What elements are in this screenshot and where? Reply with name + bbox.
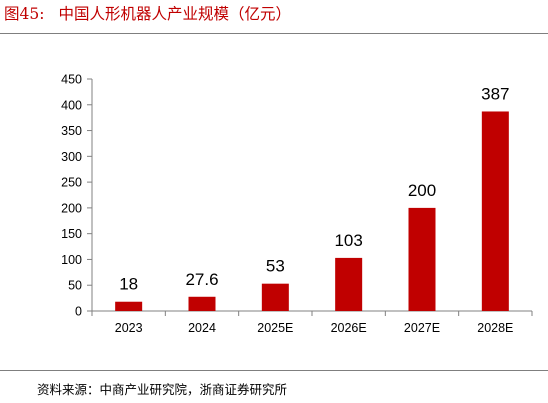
bar-2025E (261, 283, 289, 311)
figure-title-text: 中国人形机器人产业规模（亿元） (58, 5, 291, 23)
title-divider (0, 33, 548, 34)
y-tick-label: 100 (61, 253, 82, 267)
x-tick-label: 2025E (257, 321, 293, 335)
y-tick-label: 350 (61, 124, 82, 138)
data-label-2025E: 53 (266, 257, 285, 276)
data-label-2024: 27.6 (185, 270, 218, 289)
x-tick-label: 2023 (115, 321, 143, 335)
source-note: 资料来源：中商产业研究院，浙商证券研究所 (37, 382, 288, 397)
y-axis: 0 50 100 150 200 250 300 350 400 450 (61, 73, 93, 319)
x-tick-label: 2026E (331, 321, 367, 335)
y-tick-label: 300 (61, 150, 82, 164)
bar-2026E (335, 257, 363, 311)
figure-number: 图45: (4, 5, 45, 23)
bar-2024 (188, 296, 216, 311)
source-divider (0, 370, 548, 371)
bar-2028E (481, 111, 509, 311)
y-tick-label: 50 (68, 279, 82, 293)
data-label-2028E: 387 (481, 84, 509, 103)
bar-2023 (115, 301, 143, 311)
y-tick-label: 0 (75, 305, 82, 319)
data-label-2027E: 200 (408, 181, 436, 200)
y-tick-label: 450 (61, 73, 82, 87)
y-tick-label: 250 (61, 176, 82, 190)
x-tick-label: 2028E (477, 321, 513, 335)
data-label-2026E: 103 (334, 231, 362, 250)
bar-2027E (408, 207, 436, 311)
data-label-2023: 18 (119, 275, 138, 294)
x-tick-label: 2024 (188, 321, 216, 335)
bars (115, 111, 509, 311)
data-labels: 18 27.6 53 103 200 387 (119, 84, 509, 293)
figure-title: 图45: 中国人形机器人产业规模（亿元） (4, 2, 291, 24)
y-tick-label: 150 (61, 227, 82, 241)
y-tick-label: 200 (61, 201, 82, 215)
x-tick-label: 2027E (404, 321, 440, 335)
y-tick-label: 400 (61, 98, 82, 112)
x-axis: 2023 2024 2025E 2026E 2027E 2028E (91, 310, 533, 335)
